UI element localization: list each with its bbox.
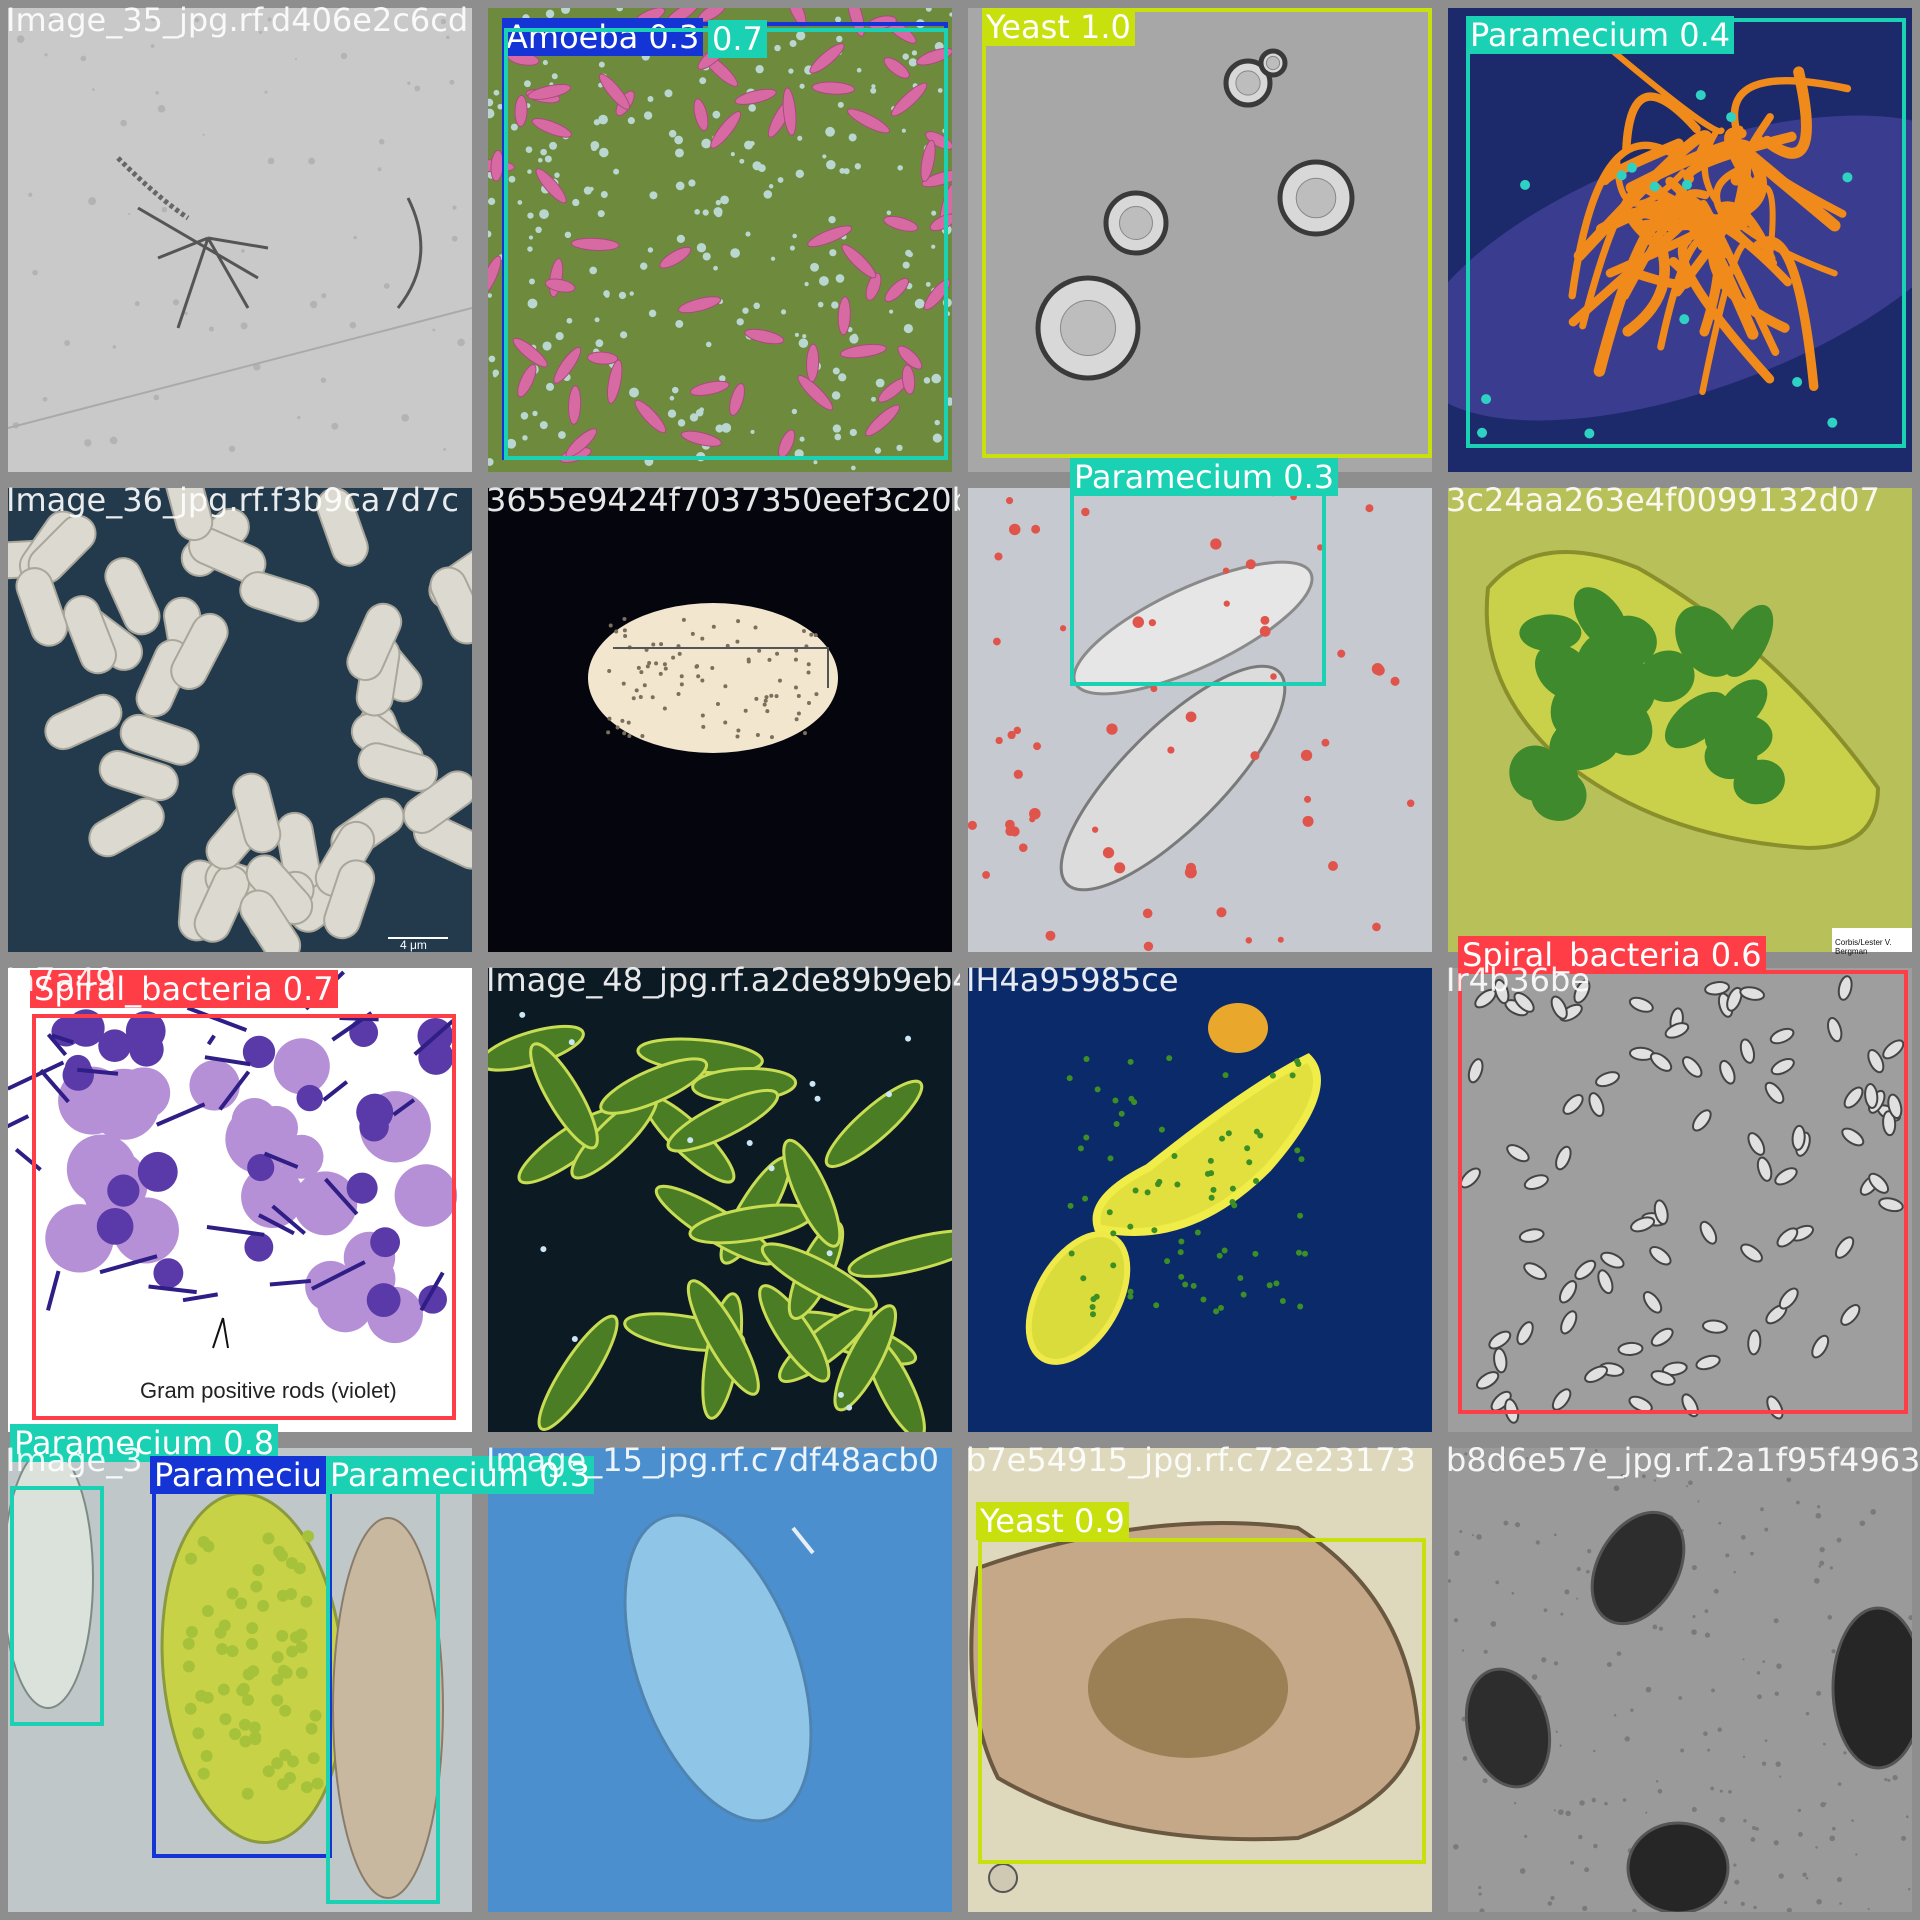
mosaic-tile	[480, 0, 960, 480]
microscopy-image	[1448, 488, 1912, 952]
microscopy-image	[488, 968, 952, 1432]
microscopy-image	[968, 8, 1432, 472]
microscopy-image	[1448, 8, 1912, 472]
microscopy-image	[1448, 968, 1912, 1432]
mosaic-tile: b8d6e57e_jpg.rf.2a1f95f4963	[1440, 1440, 1920, 1920]
microscopy-image	[968, 968, 1432, 1432]
image-filename: IH4a95985ce	[966, 961, 1179, 999]
mosaic-tile: Image_48_jpg.rf.a2de89b9eb4f96252a9	[480, 960, 960, 1440]
image-caption: Gram positive rods (violet)	[140, 1378, 397, 1403]
mosaic-tile: IH4a95985ce	[960, 960, 1440, 1440]
mosaic-tile	[960, 0, 1440, 480]
image-filename: Ir4b36be	[1446, 961, 1590, 999]
microscopy-image	[1448, 1448, 1912, 1912]
image-filename: b8d6e57e_jpg.rf.2a1f95f4963	[1446, 1441, 1920, 1479]
image-filename: Ia7a49	[6, 961, 116, 999]
mosaic-tile: Ia7a49 Gram positive rods (violet)	[0, 960, 480, 1440]
mosaic-tile	[960, 480, 1440, 960]
image-filename: b7e54915_jpg.rf.c72e23173	[966, 1441, 1416, 1479]
image-filename: Image_35_jpg.rf.d406e2c6cd	[6, 1, 469, 39]
mosaic-tile: Image_3	[0, 1440, 480, 1920]
scale-bar-label: 4 μm	[400, 938, 427, 952]
mosaic-tile: Image_35_jpg.rf.d406e2c6cd	[0, 0, 480, 480]
microscopy-image	[8, 1448, 472, 1912]
microscopy-image	[8, 8, 472, 472]
microscopy-image	[488, 8, 952, 472]
photo-credit: Corbis/Lester V. Bergman	[1835, 938, 1892, 956]
image-filename: Image_48_jpg.rf.a2de89b9eb4f96252a9	[486, 961, 960, 999]
mosaic-tile	[1440, 0, 1920, 480]
microscopy-image	[488, 488, 952, 952]
microscopy-image	[968, 488, 1432, 952]
mosaic-tile: 3c24aa263e4f0099132d07 Corbis/Lester V. B…	[1440, 480, 1920, 960]
microscopy-image	[8, 968, 472, 1432]
image-filename: 3655e9424f7037350eef3c20be	[486, 481, 960, 519]
microscopy-image	[8, 488, 472, 952]
image-filename: 3c24aa263e4f0099132d07	[1446, 481, 1880, 519]
image-filename: Image_3	[6, 1441, 143, 1479]
mosaic-tile: Ir4b36be	[1440, 960, 1920, 1440]
image-filename: Image_36_jpg.rf.f3b9ca7d7c	[6, 481, 460, 519]
microscopy-image	[968, 1448, 1432, 1912]
mosaic-tile: 3655e9424f7037350eef3c20be	[480, 480, 960, 960]
mosaic-tile: b7e54915_jpg.rf.c72e23173	[960, 1440, 1440, 1920]
image-filename: Image_15_jpg.rf.c7df48acb0	[486, 1441, 940, 1479]
mosaic-tile: Image_15_jpg.rf.c7df48acb0	[480, 1440, 960, 1920]
microscopy-image	[488, 1448, 952, 1912]
mosaic-tile: Image_36_jpg.rf.f3b9ca7d7c 4 μm	[0, 480, 480, 960]
